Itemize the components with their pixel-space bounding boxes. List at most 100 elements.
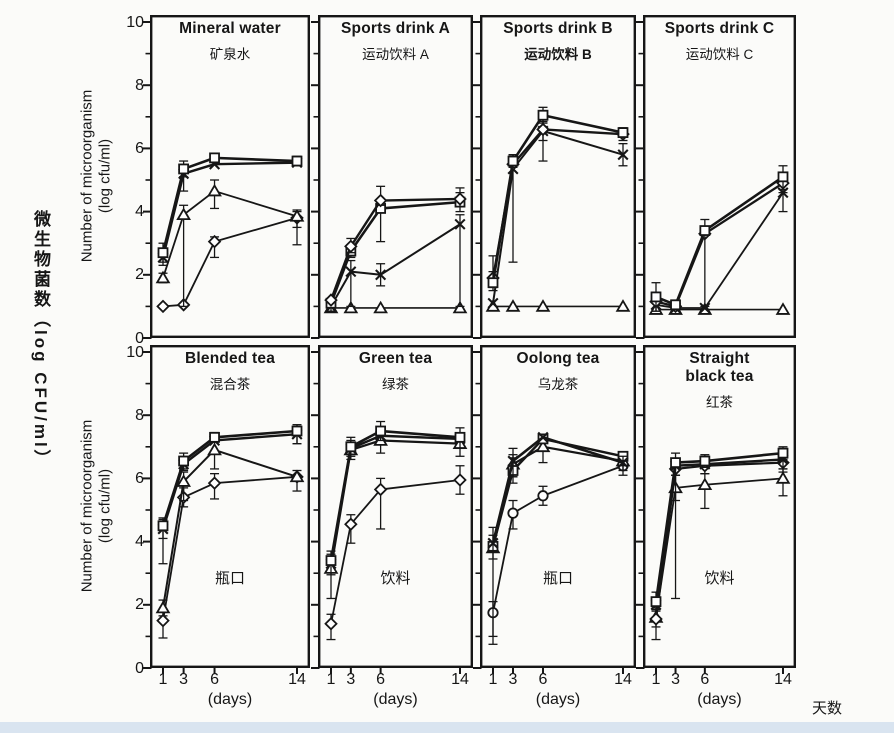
series-line	[330, 479, 461, 624]
series-line	[162, 190, 298, 279]
panel-annotation-cn: 瓶口	[214, 570, 245, 587]
y-tick-label: 6	[135, 139, 144, 157]
square-marker	[650, 291, 662, 303]
triangle-marker	[535, 299, 551, 312]
triangle-marker	[289, 209, 305, 222]
square-marker	[670, 299, 681, 311]
y-tick-label: 0	[135, 659, 144, 677]
x-tick-label: 3	[508, 671, 518, 688]
series-line	[655, 175, 784, 307]
y-tick-label: 4	[135, 533, 144, 551]
axes	[473, 345, 637, 674]
triangle-marker	[176, 474, 191, 487]
square-marker	[345, 441, 357, 453]
plot-green-tea	[311, 345, 474, 674]
x-axis-unit-label: (days)	[535, 691, 581, 708]
series-x	[487, 120, 629, 309]
square-marker	[699, 455, 711, 467]
panel-green-tea: Green tea 绿茶 饮料 1 3 6 14 (days)	[311, 345, 474, 708]
series-square	[325, 420, 466, 566]
y-tick-label: 2	[135, 596, 144, 614]
series-triangle	[485, 299, 631, 312]
plot-oolong-tea	[473, 345, 637, 674]
triangle-marker	[176, 207, 191, 221]
panel-straight-black-tea: Straight black tea 红茶 饮料 1 3 6 14 (days)	[636, 345, 797, 708]
diamond-marker	[207, 476, 222, 490]
triangle-marker	[343, 300, 359, 314]
x-marker	[345, 266, 357, 278]
panel-frame	[643, 345, 797, 669]
circle-marker	[507, 507, 519, 519]
triangle-marker	[775, 471, 791, 484]
y-tick-label: 10	[126, 343, 144, 361]
y-tick-label: 6	[135, 469, 144, 487]
x-tick-label: 1	[158, 671, 168, 688]
triangle-marker	[155, 600, 171, 614]
series-square	[157, 152, 303, 263]
axes	[311, 15, 474, 339]
panel-frame	[318, 15, 474, 339]
diamond-marker	[207, 234, 222, 249]
series-line	[329, 200, 461, 304]
series-triangle	[155, 439, 305, 617]
square-marker	[375, 425, 387, 437]
x-marker	[487, 297, 499, 309]
square-marker	[537, 109, 549, 121]
square-marker	[487, 277, 499, 289]
series-square	[325, 191, 466, 309]
triangle-marker	[155, 270, 171, 284]
diamond-marker	[156, 613, 170, 628]
square-marker	[650, 596, 662, 608]
diamond-marker	[324, 293, 338, 307]
axes	[473, 15, 637, 339]
series-line	[654, 451, 784, 602]
triangle-marker	[615, 299, 631, 312]
axes	[143, 345, 311, 674]
series-line	[655, 192, 784, 309]
axes	[311, 345, 474, 674]
square-marker	[291, 155, 303, 167]
x-axis-unit-label: (days)	[207, 691, 253, 708]
panel-frame	[643, 15, 797, 339]
panel-mineral-water: Mineral water 矿泉水	[143, 15, 311, 339]
series-square	[650, 446, 789, 612]
plot-sports-drink-c	[636, 15, 797, 339]
x-tick-label: 1	[326, 671, 336, 688]
x-marker	[537, 431, 549, 443]
x-tick-label: 14	[774, 671, 792, 688]
series-line	[491, 113, 624, 283]
x-tick-label: 1	[651, 671, 661, 688]
square-marker	[291, 425, 303, 437]
square-marker	[209, 152, 220, 164]
panel-oolong-tea: Oolong tea 乌龙茶 瓶口 1 3 6 14 (days)	[473, 345, 637, 708]
y-tick-labels-bottom-row: 10 8 6 4 2 0	[110, 343, 146, 677]
triangle-marker	[289, 469, 305, 483]
y-axis-label-chinese: 微生物菌数（log CFU/ml）	[31, 210, 50, 470]
x-marker	[617, 149, 629, 161]
series-line	[655, 477, 784, 618]
diamond-marker	[324, 616, 338, 631]
series-line	[329, 429, 461, 561]
triangle-marker	[207, 183, 222, 197]
series-triangle	[155, 179, 305, 308]
y-tick-label: 8	[135, 76, 144, 94]
y-tick-label: 4	[135, 203, 144, 221]
diamond-marker	[156, 299, 170, 314]
x-tick-label: 1	[488, 671, 498, 688]
panel-frame	[150, 15, 311, 339]
x-tick-labels: 1 3 6 14 (days)	[318, 668, 473, 712]
square-marker	[178, 163, 190, 175]
axes	[636, 15, 797, 339]
panel-annotation-cn: 饮料	[704, 570, 735, 587]
x-tick-label: 3	[346, 671, 356, 688]
series-line	[491, 436, 624, 544]
series-line	[492, 464, 624, 613]
series-line	[162, 217, 298, 308]
triangle-marker	[452, 300, 468, 314]
plot-sports-drink-a	[311, 15, 474, 339]
panel-frame	[318, 345, 474, 669]
triangle-marker	[505, 299, 521, 312]
panel-sports-drink-a: Sports drink A 运动饮料 A	[311, 15, 474, 339]
panel-frame	[480, 15, 637, 339]
series-line	[161, 429, 298, 527]
